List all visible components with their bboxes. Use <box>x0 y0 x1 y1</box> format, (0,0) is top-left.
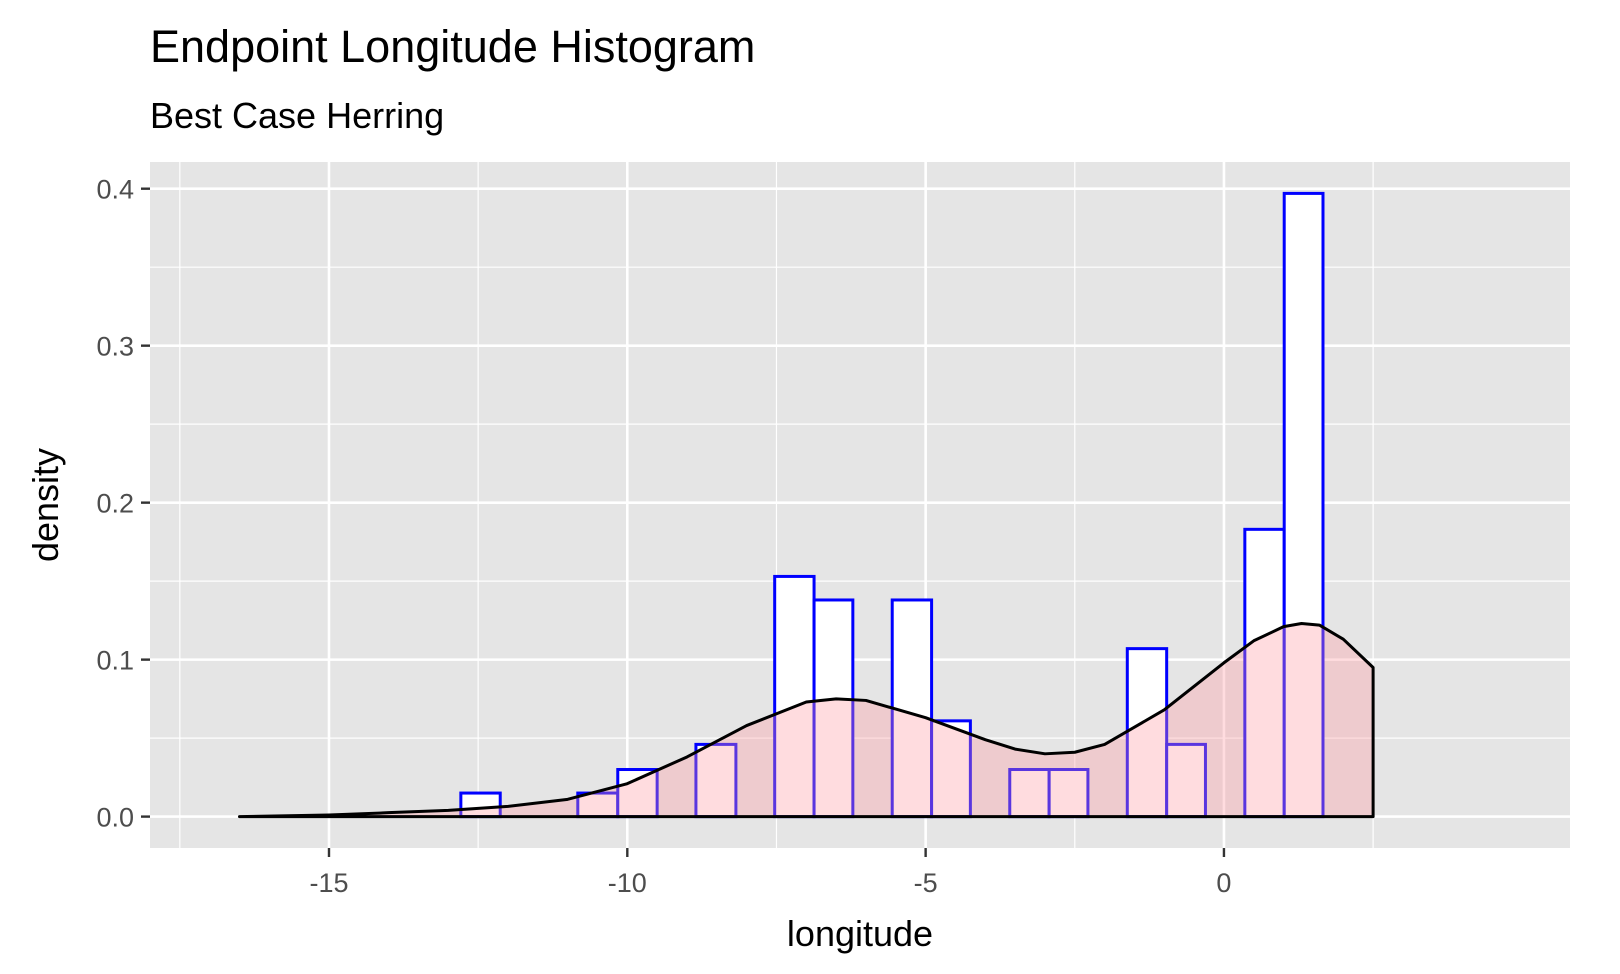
x-tick-label: 0 <box>1216 868 1231 898</box>
x-tick-label: -10 <box>608 868 647 898</box>
chart-subtitle: Best Case Herring <box>150 95 444 136</box>
histogram-bar <box>930 719 972 819</box>
x-axis: -15 -10 -5 0 <box>309 848 1231 898</box>
density-curve-line <box>237 622 1375 819</box>
histogram-bar <box>1282 191 1325 819</box>
x-tick-label: -5 <box>914 868 938 898</box>
y-tick-label: 0.1 <box>96 646 134 676</box>
y-axis: 0.0 0.1 0.2 0.3 0.4 <box>96 175 150 833</box>
histogram-bar <box>616 768 659 819</box>
chart-title: Endpoint Longitude Histogram <box>150 21 755 72</box>
histogram-bar <box>773 574 816 819</box>
density-curve-group <box>237 622 1375 819</box>
y-tick-label: 0.0 <box>96 803 134 833</box>
histogram-bar <box>812 598 855 819</box>
x-axis-title: longitude <box>787 913 933 954</box>
histogram-bar <box>694 742 738 819</box>
y-tick-label: 0.3 <box>96 332 134 362</box>
density-area <box>239 623 1374 817</box>
grid-minor-lines <box>150 162 1570 848</box>
plot-panel <box>150 162 1570 848</box>
y-tick-label: 0.4 <box>96 175 134 205</box>
histogram-bar <box>1047 768 1090 819</box>
y-tick-label: 0.2 <box>96 489 134 519</box>
y-axis-title: density <box>25 448 66 562</box>
x-tick-label: -15 <box>309 868 348 898</box>
